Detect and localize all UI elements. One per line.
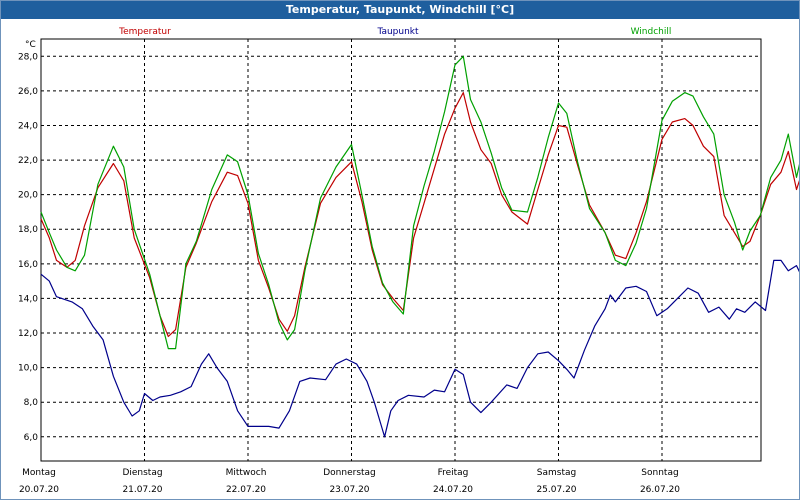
- x-day-label: Sonntag: [641, 468, 678, 478]
- y-tick-label: 16,0: [18, 260, 38, 270]
- x-day-label: Dienstag: [122, 468, 162, 478]
- y-tick-label: 24,0: [18, 121, 38, 131]
- y-tick-label: 12,0: [18, 329, 38, 339]
- x-day-label: Freitag: [438, 468, 469, 478]
- y-tick-label: 6,0: [24, 433, 39, 443]
- y-tick-label: 10,0: [18, 364, 38, 374]
- y-tick-label: 18,0: [18, 225, 38, 235]
- y-tick-label: 20,0: [18, 191, 38, 201]
- series-line-taupunkt: [40, 259, 799, 438]
- x-date-label: 22.07.20: [226, 485, 266, 495]
- x-date-label: 26.07.20: [640, 485, 680, 495]
- series-line-temperatur: [40, 92, 799, 338]
- y-unit-label: °C: [25, 40, 36, 50]
- chart-plot: 28,0 26,0 24,0 22,0 20,0 18,0 16,0 14,0 12,0 10,0…: [18, 27, 799, 495]
- x-date-label: 21.07.20: [122, 485, 162, 495]
- x-day-label: Donnerstag: [323, 468, 376, 478]
- y-tick-label: 14,0: [18, 294, 38, 304]
- x-day-label: Mittwoch: [226, 468, 267, 478]
- x-date-label: 25.07.20: [536, 485, 576, 495]
- x-day-label: Montag: [22, 468, 56, 478]
- window-title: Temperatur, Taupunkt, Windchill [°C]: [1, 1, 799, 19]
- series-line-windchill: [40, 55, 799, 350]
- x-date-label: 24.07.20: [433, 485, 473, 495]
- y-tick-label: 26,0: [18, 87, 38, 97]
- y-tick-label: 8,0: [24, 398, 39, 408]
- y-tick-label: 28,0: [18, 52, 38, 62]
- legend-temperatur: Temperatur: [118, 27, 171, 37]
- y-tick-label: 22,0: [18, 156, 38, 166]
- legend-taupunkt: Taupunkt: [376, 27, 419, 37]
- x-date-label: 20.07.20: [19, 485, 59, 495]
- plot-frame: [40, 38, 762, 462]
- x-date-label: 23.07.20: [329, 485, 369, 495]
- legend-windchill: Windchill: [631, 27, 672, 37]
- x-day-label: Samstag: [537, 468, 576, 478]
